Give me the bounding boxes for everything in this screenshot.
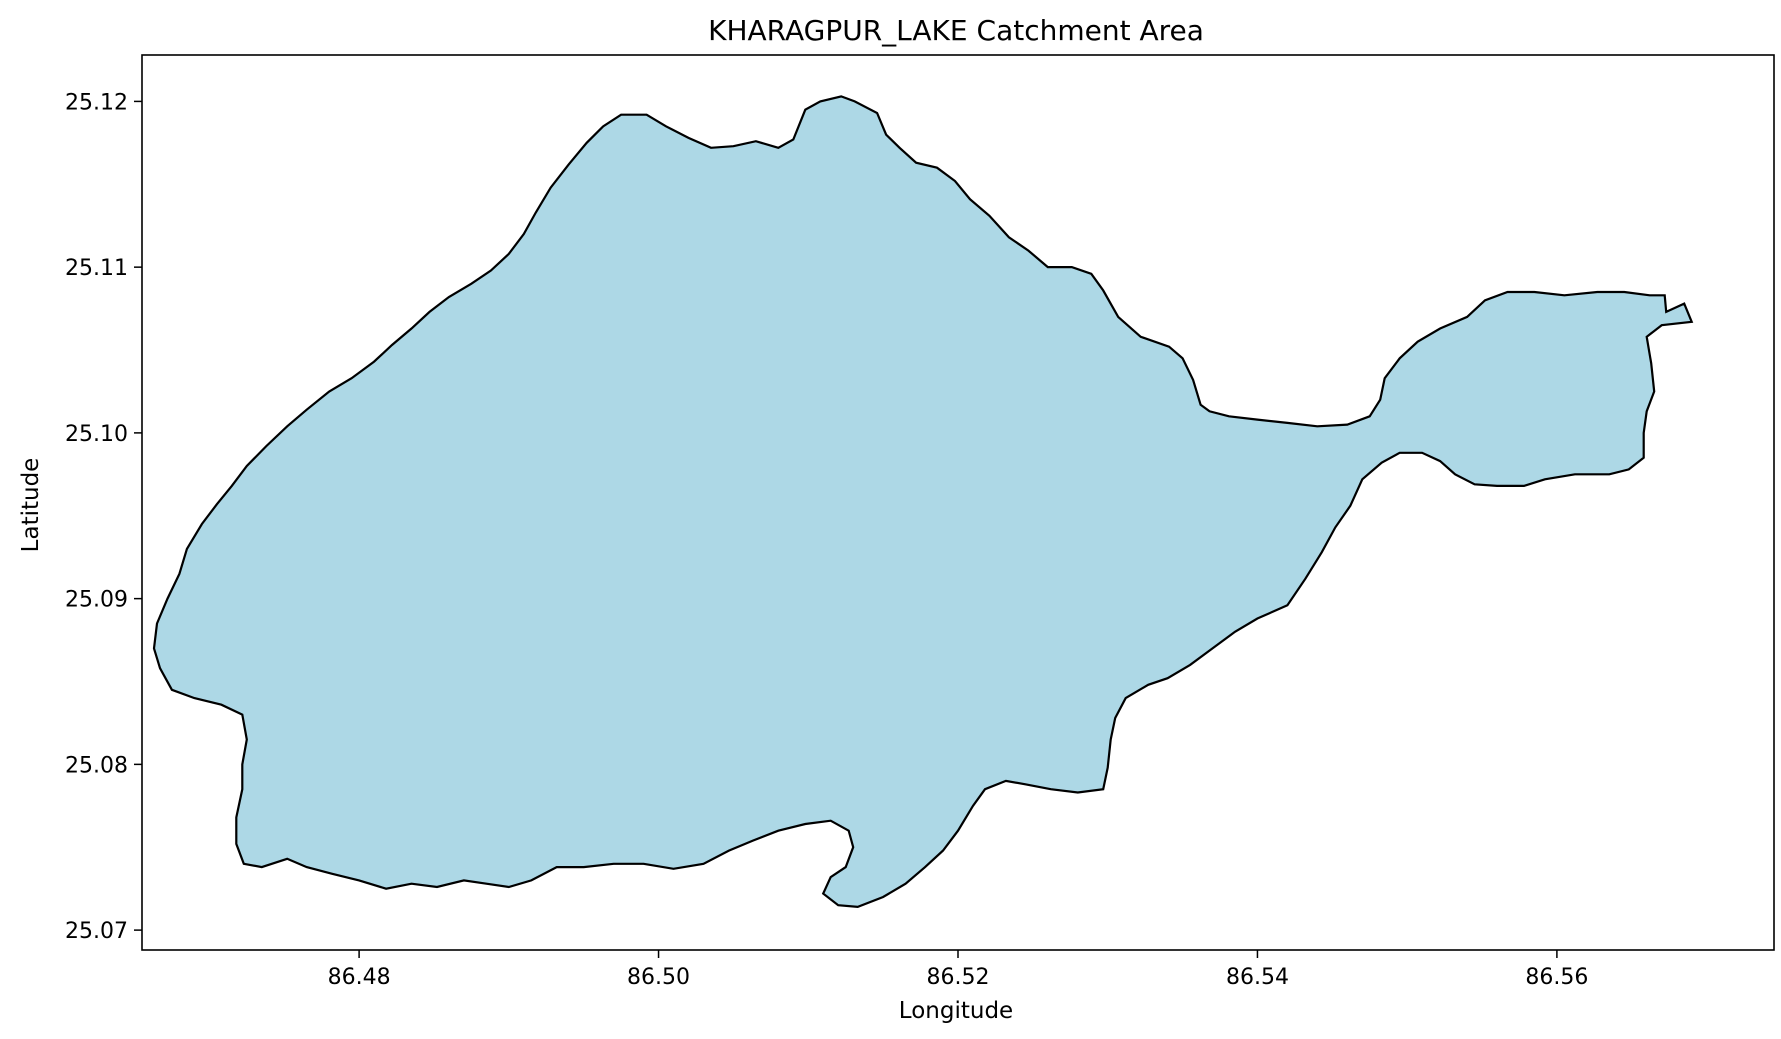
y-tick-label: 25.12 [65,90,128,115]
catchment-polygon [152,95,1694,909]
x-axis: 86.48 86.50 86.52 86.54 86.56 [328,950,1588,990]
x-tick-label: 86.56 [1525,965,1588,990]
y-tick-label: 25.07 [65,919,128,944]
y-axis: 25.07 25.08 25.09 25.10 25.11 25.12 [65,90,142,944]
y-tick-label: 25.10 [65,422,128,447]
map-title: KHARAGPUR_LAKE Catchment Area [708,14,1204,47]
y-tick-label: 25.08 [65,753,128,778]
x-tick-label: 86.48 [328,965,391,990]
x-tick-label: 86.50 [627,965,690,990]
x-axis-label: Longitude [899,998,1013,1024]
y-tick-label: 25.11 [65,256,128,281]
plot-area [141,54,1775,951]
y-axis-label: Latitude [18,458,44,553]
x-tick-label: 86.52 [927,965,990,990]
y-tick-label: 25.09 [65,588,128,613]
x-tick-label: 86.54 [1226,965,1289,990]
